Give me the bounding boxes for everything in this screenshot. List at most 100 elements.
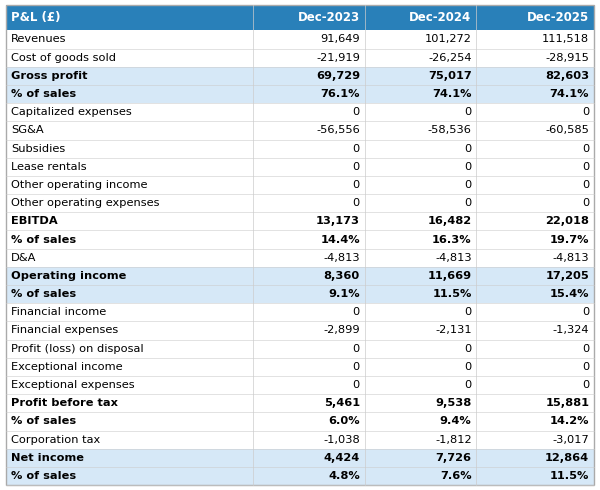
FancyBboxPatch shape — [476, 303, 594, 321]
FancyBboxPatch shape — [253, 467, 365, 485]
Text: -1,324: -1,324 — [553, 325, 589, 336]
FancyBboxPatch shape — [6, 5, 253, 30]
FancyBboxPatch shape — [365, 413, 476, 431]
Text: -4,813: -4,813 — [323, 253, 360, 263]
FancyBboxPatch shape — [6, 49, 253, 67]
FancyBboxPatch shape — [6, 103, 253, 122]
Text: Exceptional expenses: Exceptional expenses — [11, 380, 134, 390]
Text: Capitalized expenses: Capitalized expenses — [11, 107, 131, 117]
Text: 14.4%: 14.4% — [320, 235, 360, 245]
Text: -4,813: -4,813 — [435, 253, 472, 263]
FancyBboxPatch shape — [476, 413, 594, 431]
FancyBboxPatch shape — [6, 340, 253, 358]
FancyBboxPatch shape — [476, 358, 594, 376]
FancyBboxPatch shape — [365, 5, 476, 30]
Text: 4.8%: 4.8% — [328, 471, 360, 481]
FancyBboxPatch shape — [365, 467, 476, 485]
Text: 69,729: 69,729 — [316, 71, 360, 81]
FancyBboxPatch shape — [253, 340, 365, 358]
FancyBboxPatch shape — [476, 376, 594, 394]
FancyBboxPatch shape — [6, 194, 253, 212]
Text: Gross profit: Gross profit — [11, 71, 88, 81]
Text: 0: 0 — [353, 362, 360, 372]
FancyBboxPatch shape — [476, 267, 594, 285]
Text: 0: 0 — [353, 144, 360, 153]
Text: Lease rentals: Lease rentals — [11, 162, 86, 172]
Text: 9,538: 9,538 — [436, 398, 472, 408]
Text: 15.4%: 15.4% — [550, 289, 589, 299]
FancyBboxPatch shape — [365, 158, 476, 176]
Text: 101,272: 101,272 — [425, 34, 472, 45]
FancyBboxPatch shape — [365, 176, 476, 194]
FancyBboxPatch shape — [253, 449, 365, 467]
Text: Financial expenses: Financial expenses — [11, 325, 118, 336]
FancyBboxPatch shape — [6, 285, 253, 303]
Text: 0: 0 — [582, 307, 589, 318]
Text: Dec-2024: Dec-2024 — [409, 11, 472, 24]
FancyBboxPatch shape — [476, 176, 594, 194]
FancyBboxPatch shape — [476, 67, 594, 85]
FancyBboxPatch shape — [476, 158, 594, 176]
FancyBboxPatch shape — [476, 285, 594, 303]
FancyBboxPatch shape — [6, 449, 253, 467]
Text: 5,461: 5,461 — [324, 398, 360, 408]
FancyBboxPatch shape — [365, 85, 476, 103]
Text: 91,649: 91,649 — [320, 34, 360, 45]
FancyBboxPatch shape — [365, 267, 476, 285]
FancyBboxPatch shape — [365, 376, 476, 394]
FancyBboxPatch shape — [6, 267, 253, 285]
Text: EBITDA: EBITDA — [11, 217, 58, 226]
Text: 9.1%: 9.1% — [328, 289, 360, 299]
Text: 0: 0 — [464, 162, 472, 172]
FancyBboxPatch shape — [476, 321, 594, 340]
Text: % of sales: % of sales — [11, 89, 76, 99]
FancyBboxPatch shape — [6, 394, 253, 413]
FancyBboxPatch shape — [253, 212, 365, 230]
Text: 74.1%: 74.1% — [432, 89, 472, 99]
Text: 0: 0 — [582, 198, 589, 208]
Text: % of sales: % of sales — [11, 235, 76, 245]
FancyBboxPatch shape — [6, 431, 253, 449]
FancyBboxPatch shape — [365, 30, 476, 49]
FancyBboxPatch shape — [476, 30, 594, 49]
FancyBboxPatch shape — [365, 449, 476, 467]
Text: 0: 0 — [464, 144, 472, 153]
FancyBboxPatch shape — [253, 49, 365, 67]
FancyBboxPatch shape — [253, 176, 365, 194]
Text: Financial income: Financial income — [11, 307, 106, 318]
Text: 0: 0 — [353, 307, 360, 318]
FancyBboxPatch shape — [253, 394, 365, 413]
FancyBboxPatch shape — [365, 303, 476, 321]
Text: -3,017: -3,017 — [553, 435, 589, 444]
FancyBboxPatch shape — [253, 431, 365, 449]
FancyBboxPatch shape — [6, 303, 253, 321]
FancyBboxPatch shape — [476, 340, 594, 358]
FancyBboxPatch shape — [476, 449, 594, 467]
FancyBboxPatch shape — [476, 103, 594, 122]
Text: 0: 0 — [464, 198, 472, 208]
Text: 11.5%: 11.5% — [550, 471, 589, 481]
Text: 74.1%: 74.1% — [550, 89, 589, 99]
FancyBboxPatch shape — [253, 230, 365, 248]
FancyBboxPatch shape — [365, 49, 476, 67]
Text: 0: 0 — [464, 307, 472, 318]
FancyBboxPatch shape — [253, 358, 365, 376]
Text: 7,726: 7,726 — [436, 453, 472, 463]
Text: 0: 0 — [582, 180, 589, 190]
FancyBboxPatch shape — [476, 85, 594, 103]
FancyBboxPatch shape — [253, 194, 365, 212]
Text: -2,899: -2,899 — [323, 325, 360, 336]
Text: -4,813: -4,813 — [553, 253, 589, 263]
FancyBboxPatch shape — [365, 230, 476, 248]
FancyBboxPatch shape — [476, 194, 594, 212]
FancyBboxPatch shape — [253, 248, 365, 267]
FancyBboxPatch shape — [476, 431, 594, 449]
FancyBboxPatch shape — [476, 122, 594, 140]
FancyBboxPatch shape — [253, 103, 365, 122]
Text: Other operating expenses: Other operating expenses — [11, 198, 160, 208]
Text: -2,131: -2,131 — [435, 325, 472, 336]
Text: 8,360: 8,360 — [323, 271, 360, 281]
Text: Profit (loss) on disposal: Profit (loss) on disposal — [11, 343, 143, 354]
Text: 76.1%: 76.1% — [320, 89, 360, 99]
Text: 111,518: 111,518 — [542, 34, 589, 45]
